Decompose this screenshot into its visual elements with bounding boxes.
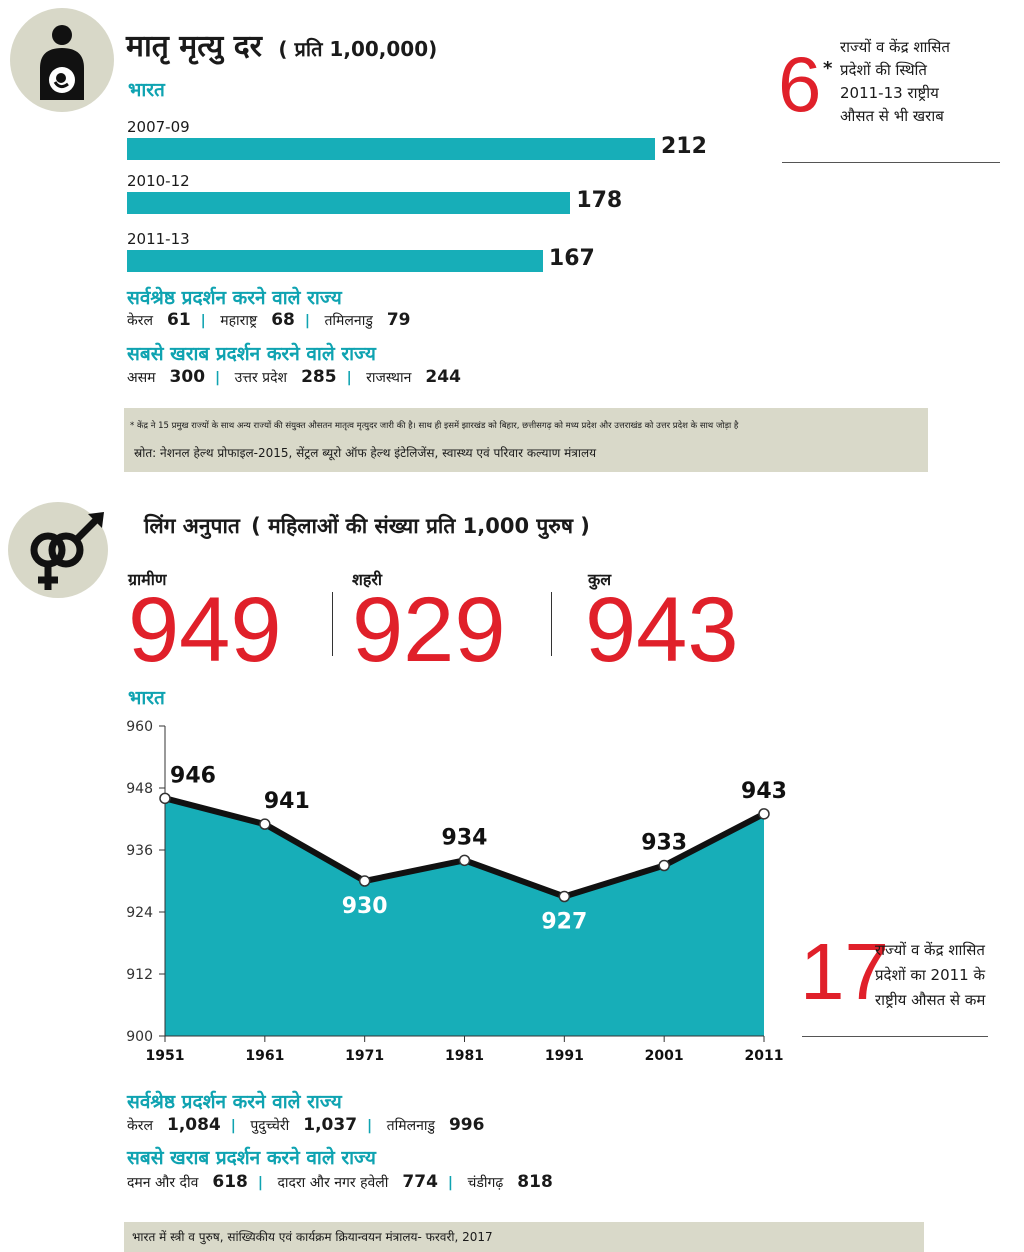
data-label: 927: [541, 910, 587, 935]
sex-ratio-best-label: सर्वश्रेष्ठ प्रदर्शन करने वाले राज्य: [127, 1091, 342, 1113]
y-tick-label: 960: [126, 719, 153, 735]
data-label: 934: [442, 825, 488, 850]
x-tick-label: 2011: [745, 1048, 784, 1064]
x-tick-label: 1961: [245, 1048, 284, 1064]
mmr-bar: [127, 192, 571, 214]
sex-ratio-source: भारत में स्त्री व पुरुष, सांख्यिकीय एवं …: [132, 1230, 493, 1244]
data-point: [159, 792, 171, 805]
mmr-bar: [127, 138, 655, 160]
mmr-callout-number: 6: [778, 40, 822, 128]
data-label: 933: [641, 831, 687, 856]
sex-ratio-callout-number: 17: [800, 927, 889, 1016]
mmr-title: मातृ मृत्यु दर ( प्रति 1,00,000): [126, 29, 438, 64]
data-point: [259, 818, 271, 830]
mmr-subtitle: ( प्रति 1,00,000): [278, 37, 438, 61]
urban-label: शहरी: [352, 570, 383, 589]
data-label: 930: [342, 894, 388, 919]
data-point: [358, 875, 371, 887]
data-point: [658, 859, 670, 872]
mmr-callout-text: प्रदेशों की स्थिति: [840, 61, 927, 79]
sex-ratio-area-chart: 900 912 924 936 948 960 1951 1961 1971 1981 1991 20…: [126, 719, 787, 1064]
urban-value: 929: [352, 579, 506, 681]
mmr-callout-text: औसत से भी खराब: [840, 107, 944, 125]
gender-symbol-icon: [8, 500, 114, 600]
divider: [332, 592, 333, 656]
mmr-worst-label: सबसे खराब प्रदर्शन करने वाले राज्य: [127, 343, 376, 365]
mmr-region: भारत: [128, 79, 165, 101]
bar-year-label: 2007-09: [127, 118, 190, 136]
data-label: 943: [741, 779, 787, 804]
pregnant-woman-icon: [10, 8, 114, 112]
sex-ratio-subtitle: ( महिलाओं की संख्या प्रति 1,000 पुरुष ): [251, 514, 590, 538]
sex-ratio-callout-divider: [802, 1036, 988, 1037]
sex-ratio-region: भारत: [128, 687, 165, 709]
y-tick-label: 900: [126, 1029, 153, 1045]
y-tick-label: 948: [126, 781, 153, 797]
x-tick-label: 1971: [345, 1048, 384, 1064]
bar-year-label: 2010-12: [127, 172, 190, 190]
mmr-callout-divider: [782, 162, 1000, 163]
data-label: 946: [170, 763, 216, 788]
bar-year-label: 2011-13: [127, 230, 190, 248]
rural-label: ग्रामीण: [128, 570, 167, 589]
sex-ratio-worst-row: दमन और दीव 618 | दादरा और नगर हवेली 774 | चं…: [127, 1172, 553, 1192]
sex-ratio-callout-text: राष्ट्रीय औसत से कम: [875, 991, 986, 1009]
mmr-bar-value: 178: [576, 188, 623, 213]
sex-ratio-worst-label: सबसे खराब प्रदर्शन करने वाले राज्य: [127, 1147, 376, 1169]
x-tick-label: 1981: [445, 1048, 484, 1064]
sex-ratio-title: लिंग अनुपात ( महिलाओं की संख्या प्रति 1,…: [144, 514, 590, 538]
mmr-best-row: केरल 61 | महाराष्ट्र 68 | तमिलनाडु 79: [127, 310, 411, 330]
area-fill: [165, 798, 764, 1036]
sex-ratio-callout-text: राज्यों व केंद्र शासित: [875, 941, 985, 959]
x-tick-label: 1951: [146, 1048, 185, 1064]
data-label: 941: [264, 789, 310, 814]
mmr-bar: [127, 250, 543, 272]
mmr-best-label: सर्वश्रेष्ठ प्रदर्शन करने वाले राज्य: [127, 287, 342, 309]
mmr-worst-row: असम 300 | उत्तर प्रदेश 285 | राजस्थान 244: [127, 367, 461, 387]
x-tick-label: 2001: [645, 1048, 684, 1064]
mmr-note-box: * केंद्र ने 15 प्रमुख राज्यों के साथ अन्…: [124, 408, 928, 472]
total-value: 943: [585, 579, 739, 681]
sex-ratio-callout: 17 राज्यों व केंद्र शासित प्रदेशों का 20…: [800, 930, 1018, 1040]
divider: [551, 592, 552, 656]
data-point: [758, 808, 770, 820]
mmr-footnote: * केंद्र ने 15 प्रमुख राज्यों के साथ अन्…: [130, 421, 739, 431]
rural-value: 949: [128, 579, 282, 681]
mmr-callout: 6 * राज्यों व केंद्र शासित प्रदेशों की स…: [778, 36, 1003, 166]
mmr-bar-value: 167: [548, 246, 595, 271]
mmr-source: स्रोत: नेशनल हेल्थ प्रोफाइल-2015, सेंट्र…: [134, 446, 597, 460]
data-point: [458, 854, 471, 867]
sex-ratio-callout-text: प्रदेशों का 2011 के: [875, 966, 985, 984]
y-tick-label: 924: [126, 905, 153, 921]
sex-ratio-best-row: केरल 1,084 | पुदुच्चेरी 1,037 | तमिलनाडु 996: [127, 1115, 485, 1135]
mmr-bar-value: 212: [661, 134, 707, 159]
y-tick-label: 936: [126, 843, 153, 859]
mmr-callout-star: *: [823, 58, 833, 79]
y-tick-label: 912: [126, 967, 153, 983]
sex-ratio-source-box: भारत में स्त्री व पुरुष, सांख्यिकीय एवं …: [124, 1222, 924, 1252]
mmr-callout-text: राज्यों व केंद्र शासित: [840, 38, 950, 56]
total-label: कुल: [588, 570, 612, 589]
data-point: [558, 890, 571, 903]
mmr-callout-text: 2011-13 राष्ट्रीय: [840, 84, 939, 102]
x-tick-label: 1991: [545, 1048, 584, 1064]
